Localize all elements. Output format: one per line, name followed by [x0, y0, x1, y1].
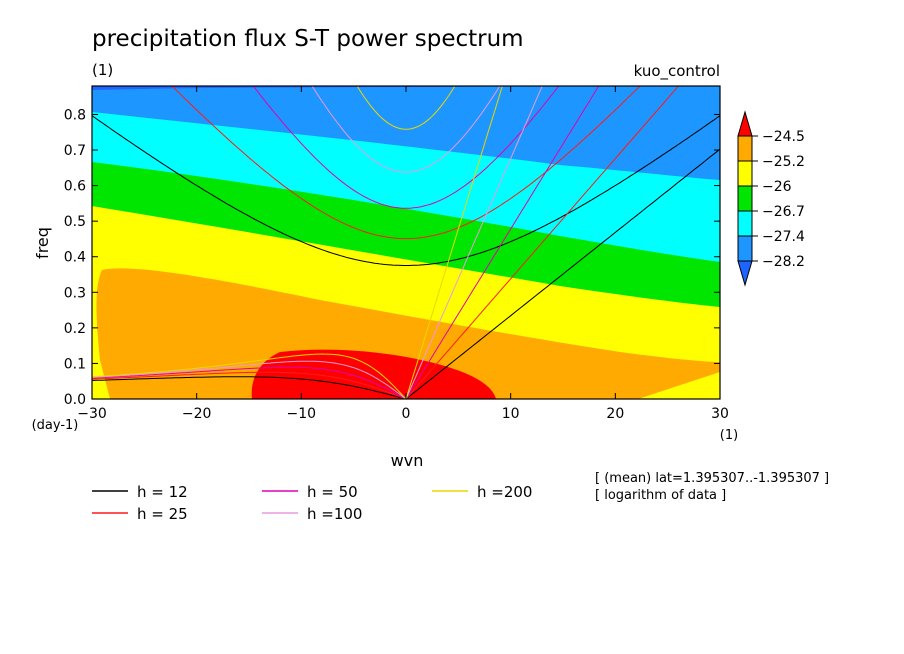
y-tick-label: 0.1 — [64, 356, 86, 372]
gravity-wave-curve — [171, 86, 641, 240]
band-level-6 — [251, 349, 496, 399]
y-axis-label: freq — [33, 227, 52, 259]
y-axis-unit: (day-1) — [32, 418, 79, 433]
band-level-5 — [96, 268, 720, 399]
kelvin-wave-curve — [405, 86, 503, 399]
colorbar-swatch — [737, 160, 753, 187]
kelvin-wave-curve — [405, 86, 543, 399]
annotation-log-data: [ logarithm of data ] — [595, 488, 726, 503]
chart-subtitle-run: kuo_control — [634, 62, 720, 81]
annotation-lat-range: [ (mean) lat=1.395307..-1.395307 ] — [595, 471, 829, 486]
x-axis-label: wvn — [391, 451, 424, 470]
colorbar-swatch — [737, 210, 753, 237]
colorbar-label: −28.2 — [762, 254, 805, 270]
y-tick-label: 0.6 — [64, 179, 86, 195]
x-axis: −30 −20 −10 0 10 20 30 — [77, 86, 729, 422]
y-tick-label: 0.0 — [64, 392, 86, 408]
x-tick-label: 0 — [402, 406, 411, 422]
colorbar-arrow-high — [737, 110, 753, 137]
colorbar-label: −25.2 — [762, 154, 805, 170]
y-tick-label: 0.8 — [64, 107, 86, 123]
y-axis: 0.0 0.1 0.2 0.3 0.4 0.5 0.6 0.7 0.8 — [64, 107, 720, 408]
rossby-wave-curve — [92, 360, 407, 399]
kelvin-wave-curve — [405, 148, 720, 399]
colorbar-label: −26.7 — [762, 204, 805, 220]
x-axis-unit: (1) — [720, 428, 738, 443]
rossby-wave-curve — [92, 353, 407, 399]
legend-label: h = 50 — [307, 483, 358, 501]
legend-label: h = 12 — [137, 483, 188, 501]
y-tick-label: 0.5 — [64, 214, 86, 230]
x-tick-label: −10 — [287, 406, 317, 422]
gravity-wave-curve — [252, 86, 560, 209]
chart-title: precipitation flux S-T power spectrum — [92, 26, 524, 52]
y-tick-label: 0.3 — [64, 285, 86, 301]
colorbar-label: −27.4 — [762, 229, 805, 245]
colorbar-swatch — [737, 135, 753, 162]
x-tick-label: 10 — [502, 406, 520, 422]
x-tick-label: −30 — [77, 406, 107, 422]
rossby-wave-curve — [92, 376, 407, 399]
colorbar-swatch — [737, 235, 753, 262]
rossby-wave-curve — [92, 371, 407, 399]
x-tick-label: 20 — [606, 406, 624, 422]
gravity-wave-curve — [356, 86, 456, 130]
colorbar: −28.2 −27.4 −26.7 −26 −25.2 −24.5 — [737, 110, 805, 287]
colorbar-label: −24.5 — [762, 129, 805, 145]
chart-subtitle-unit: (1) — [92, 61, 113, 79]
kelvin-wave-curve — [405, 86, 600, 399]
y-tick-label: 0.7 — [64, 143, 86, 159]
legend: h = 12 h = 25 h = 50 h =100 h =200 — [92, 483, 532, 523]
colorbar-label: −26 — [762, 179, 792, 195]
legend-label: h =100 — [307, 505, 362, 523]
gravity-wave-curve — [92, 115, 720, 266]
rossby-wave-curve — [92, 366, 407, 399]
dispersion-curves — [92, 86, 720, 399]
legend-label: h =200 — [477, 483, 532, 501]
gravity-wave-curve — [311, 86, 501, 173]
plot-area — [92, 86, 720, 399]
colorbar-arrow-low — [737, 260, 753, 287]
y-tick-label: 0.4 — [64, 250, 86, 266]
y-tick-label: 0.2 — [64, 321, 86, 337]
colorbar-swatch — [737, 185, 753, 212]
legend-label: h = 25 — [137, 505, 188, 523]
x-tick-label: −20 — [182, 406, 212, 422]
kelvin-wave-curve — [405, 86, 680, 399]
x-tick-label: 30 — [711, 406, 729, 422]
